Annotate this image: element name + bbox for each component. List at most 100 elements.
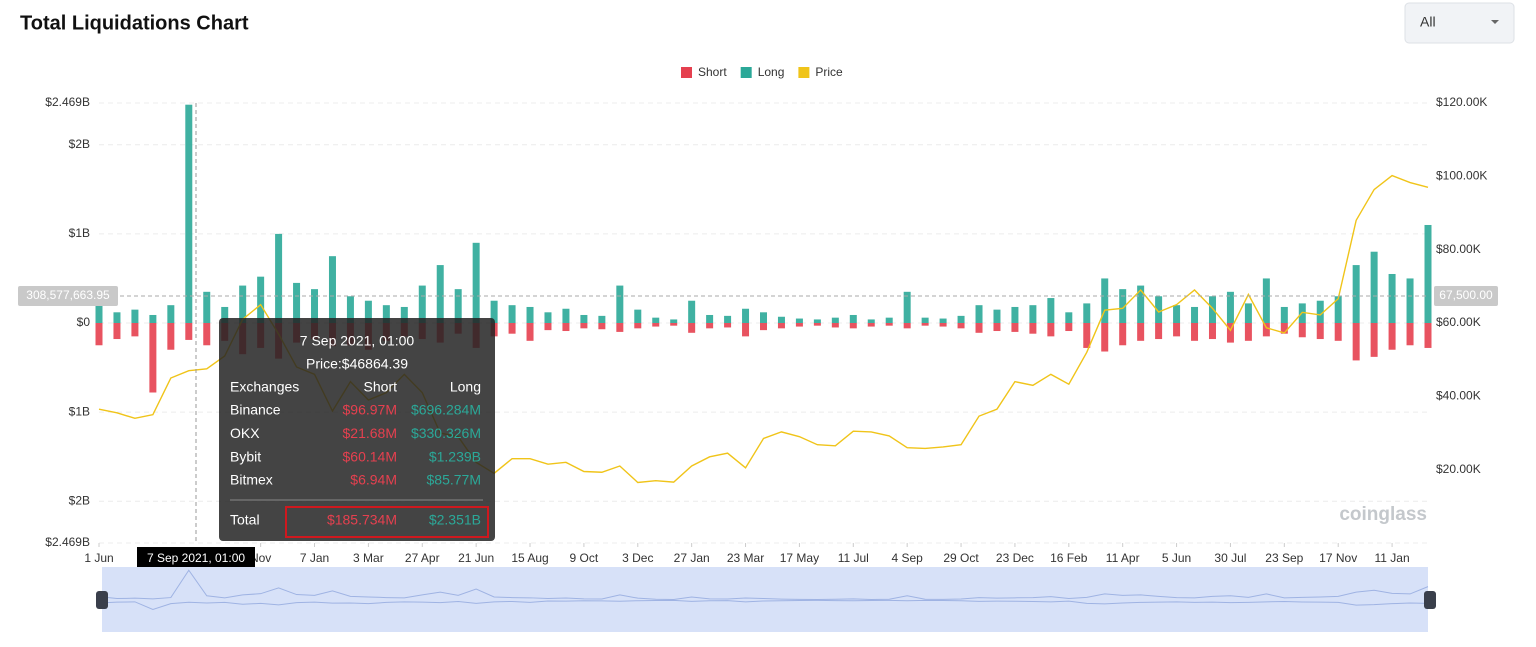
bar (634, 309, 642, 323)
x-tick-label: 7 Jan (300, 551, 329, 565)
bar (1334, 296, 1342, 323)
x-tick-label: 17 Nov (1319, 551, 1357, 565)
bar (867, 319, 875, 323)
legend-swatch (740, 67, 752, 78)
bar (1316, 300, 1324, 323)
tooltip-long: $696.284M (411, 402, 481, 418)
bar (975, 323, 983, 333)
legend-label: Short (698, 65, 727, 79)
bar (813, 319, 821, 323)
bar (742, 323, 750, 337)
bar (1047, 323, 1055, 337)
bar (975, 305, 983, 323)
bar (544, 312, 552, 323)
bar (436, 265, 444, 323)
x-tick-label: 1 Jun (84, 551, 113, 565)
bar (1137, 285, 1145, 323)
bar (616, 285, 624, 323)
bar (346, 296, 354, 323)
bar (1101, 278, 1109, 323)
bar (813, 323, 821, 326)
navigator-handle[interactable] (1424, 591, 1436, 609)
bar (1191, 323, 1199, 341)
bar (706, 314, 714, 323)
bar (1029, 305, 1037, 323)
bar (1370, 251, 1378, 323)
bar (903, 291, 911, 323)
bar (1029, 323, 1037, 334)
bar (1388, 273, 1396, 323)
x-tick-label: 27 Jan (674, 551, 710, 565)
bar (1352, 323, 1360, 361)
tooltip-long: $330.326M (411, 425, 481, 441)
bar (1011, 306, 1019, 323)
bar (472, 242, 480, 323)
bar (203, 291, 211, 323)
bar (580, 314, 588, 323)
x-tick-label: 23 Sep (1265, 551, 1303, 565)
bar (1280, 306, 1288, 323)
x-tick-label: 30 Jul (1214, 551, 1246, 565)
bar (957, 323, 965, 329)
y2-tick-label: $120.00K (1436, 95, 1487, 109)
navigator-window[interactable] (102, 567, 1428, 632)
bar (1119, 323, 1127, 346)
bar (490, 300, 498, 323)
dropdown-caret[interactable] (1491, 20, 1499, 24)
tooltip-rows: Binance $96.97M $696.284M OKX $21.68M $330.32… (230, 402, 481, 488)
tooltip-exchange: Binance (230, 402, 281, 418)
tooltip-exchange: OKX (230, 425, 260, 441)
bar (1280, 323, 1288, 334)
tooltip-exchange: Bybit (230, 448, 261, 464)
bar (1370, 323, 1378, 357)
bar (777, 323, 785, 329)
bar (293, 282, 301, 323)
bar (203, 323, 211, 346)
bar (1298, 323, 1306, 338)
bar (1065, 323, 1073, 332)
bar (1424, 224, 1432, 323)
tooltip-long: $85.77M (427, 472, 481, 488)
bar (1352, 265, 1360, 323)
navigator-line (98, 569, 1429, 601)
bar (795, 318, 803, 323)
bar (867, 323, 875, 327)
y-tick-label: $2B (69, 137, 90, 151)
bar (113, 312, 121, 323)
bar (885, 317, 893, 323)
bar (1155, 296, 1163, 323)
bar (185, 104, 193, 323)
bar (1226, 291, 1234, 323)
bar (526, 323, 534, 341)
bar (221, 306, 229, 323)
bar (921, 323, 929, 326)
tooltip-total-short: $185.734M (327, 512, 397, 528)
bar (1119, 289, 1127, 323)
bar (1244, 303, 1252, 323)
tooltip-short: $6.94M (350, 472, 397, 488)
y2-tick-label: $40.00K (1436, 389, 1481, 403)
legend-label: Long (758, 65, 785, 79)
legend-swatch (681, 67, 692, 78)
dropdown-box[interactable] (1404, 2, 1515, 44)
legend-label: Price (815, 65, 843, 79)
tooltip-header: Short (364, 379, 398, 395)
crosshair-x-box (137, 547, 255, 570)
grid: $2.469B $2B $1B $0 $1B $2B $2.469B $120.00K $100… (45, 95, 1487, 549)
tooltip-price: Price:$46864.39 (306, 356, 408, 372)
dropdown-value[interactable]: All (1420, 14, 1436, 30)
crosshair-y-label: 308,577,663.95 (26, 288, 110, 302)
navigator[interactable] (96, 567, 1436, 632)
bar (131, 323, 139, 337)
y-tick-label: $0 (77, 315, 91, 329)
bar (885, 323, 893, 326)
bar (311, 289, 319, 323)
filter-dropdown[interactable]: All (1404, 2, 1515, 44)
bar (239, 285, 247, 323)
bar (1208, 296, 1216, 323)
navigator-handle[interactable] (96, 591, 108, 609)
x-tick-label: 17 May (780, 551, 819, 565)
bar (544, 323, 552, 331)
x-tick-label: 11 Jul (838, 551, 869, 565)
